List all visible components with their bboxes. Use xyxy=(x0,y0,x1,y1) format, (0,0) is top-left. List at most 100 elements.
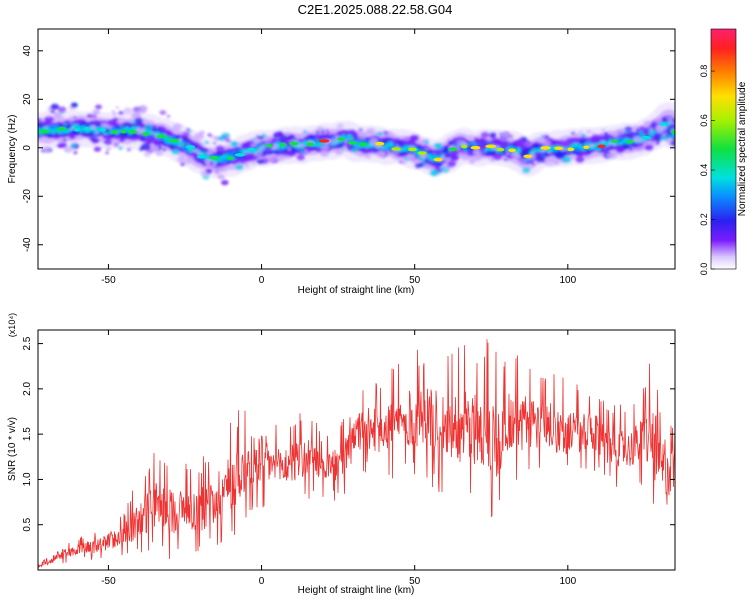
spectrogram-heat xyxy=(38,102,675,186)
x-tick-label: -50 xyxy=(101,275,116,286)
spectral-peak xyxy=(407,147,417,152)
spectral-speckle xyxy=(261,158,270,164)
spectral-speckle xyxy=(46,115,51,119)
spectral-speckle xyxy=(438,146,444,151)
spectral-speckle xyxy=(260,133,267,138)
spectral-speckle xyxy=(321,130,325,134)
spectral-speckle xyxy=(401,160,407,165)
spectral-peak xyxy=(460,144,468,149)
spectral-speckle xyxy=(153,140,162,147)
spectral-speckle xyxy=(456,139,466,147)
spectral-peak xyxy=(209,155,219,160)
spectral-speckle xyxy=(132,123,139,128)
spectral-speckle xyxy=(544,159,555,167)
spectral-speckle xyxy=(655,138,662,143)
spectral-speckle xyxy=(95,131,99,135)
spectral-speckle xyxy=(183,143,188,147)
spectral-peak xyxy=(417,151,427,155)
snr-series-line xyxy=(38,339,675,569)
spectral-speckle xyxy=(429,165,436,170)
spectral-speckle xyxy=(244,163,251,168)
spectral-speckle xyxy=(365,155,371,159)
spectral-speckle xyxy=(599,135,607,141)
spectral-speckle xyxy=(60,111,65,115)
spectral-peak xyxy=(448,147,458,151)
spectral-peak xyxy=(141,132,150,136)
spectral-peak xyxy=(337,137,345,141)
spectral-speckle xyxy=(367,148,372,151)
spectral-speckle xyxy=(100,122,107,127)
spectral-speckle xyxy=(460,154,470,161)
spectral-speckle xyxy=(176,145,180,148)
spectral-speckle xyxy=(667,134,673,139)
spectral-speckle xyxy=(159,110,167,116)
spectral-speckle xyxy=(555,152,565,160)
spectral-speckle xyxy=(186,155,194,161)
spectral-peak xyxy=(57,126,67,131)
spectral-speckle xyxy=(262,135,273,143)
spectral-speckle xyxy=(134,117,143,124)
spectral-speckle xyxy=(553,160,560,166)
spectral-speckle xyxy=(315,148,322,153)
spectral-peak xyxy=(127,130,138,134)
spectral-speckle xyxy=(215,145,225,152)
spectral-speckle xyxy=(336,131,343,137)
y-tick-label: 1.0 xyxy=(22,472,33,486)
spectral-speckle xyxy=(126,147,132,152)
spectral-speckle xyxy=(73,151,78,155)
spectral-speckle xyxy=(447,160,457,168)
spectral-speckle xyxy=(619,153,624,157)
spectral-peak xyxy=(99,127,107,132)
spectral-speckle xyxy=(63,123,68,127)
spectral-speckle xyxy=(253,150,263,157)
spectral-speckle xyxy=(50,103,60,110)
spectral-speckle xyxy=(337,144,343,148)
spectral-speckle xyxy=(143,151,152,157)
spectral-speckle xyxy=(150,131,155,135)
x-tick-label: -50 xyxy=(101,576,116,587)
spectral-speckle xyxy=(402,135,411,141)
spectral-peak xyxy=(597,144,606,149)
spectral-speckle xyxy=(209,161,214,165)
spectral-speckle xyxy=(62,138,68,142)
spectral-speckle xyxy=(225,138,232,143)
spectral-speckle xyxy=(635,128,640,131)
spectral-speckle xyxy=(186,128,191,132)
spectral-speckle xyxy=(56,143,64,149)
spectral-speckle xyxy=(68,134,76,140)
spectral-speckle xyxy=(469,159,476,164)
spectral-speckle xyxy=(214,171,220,176)
spectral-speckle xyxy=(44,125,49,129)
spectral-speckle xyxy=(171,148,180,155)
spectral-speckle xyxy=(548,137,553,141)
spectral-speckle xyxy=(150,145,160,152)
spectral-speckle xyxy=(90,113,98,119)
colorbar-label: Normalized spectral amplitude xyxy=(737,81,748,216)
spectral-speckle xyxy=(220,179,229,186)
spectral-speckle xyxy=(624,126,633,132)
spectral-speckle xyxy=(90,124,97,130)
spectral-speckle xyxy=(302,129,308,134)
spectral-peak xyxy=(670,130,675,134)
spectral-speckle xyxy=(420,154,428,159)
spectral-speckle xyxy=(299,144,306,149)
spectral-speckle xyxy=(503,158,508,162)
snr-frame xyxy=(37,329,676,571)
spectral-speckle xyxy=(545,135,549,138)
spectral-peak xyxy=(73,128,80,132)
x-tick-label: 100 xyxy=(559,275,576,286)
spectral-peak xyxy=(508,148,516,153)
spectral-speckle xyxy=(164,129,173,135)
spectral-speckle xyxy=(418,162,425,168)
spectral-speckle xyxy=(298,138,305,143)
spectral-speckle xyxy=(170,147,175,151)
spectral-speckle xyxy=(447,140,454,145)
spectral-speckle xyxy=(474,137,478,140)
spectral-speckle xyxy=(496,141,500,144)
spectral-peak xyxy=(197,154,207,159)
snr-ticks: -50 0 50 100 0.5 1.0 1.5 2.0 2.5 xyxy=(22,330,675,587)
spectral-speckle xyxy=(601,128,606,132)
spectral-speckle xyxy=(369,141,375,146)
spectral-speckle xyxy=(409,134,419,142)
spectral-speckle xyxy=(68,119,73,122)
